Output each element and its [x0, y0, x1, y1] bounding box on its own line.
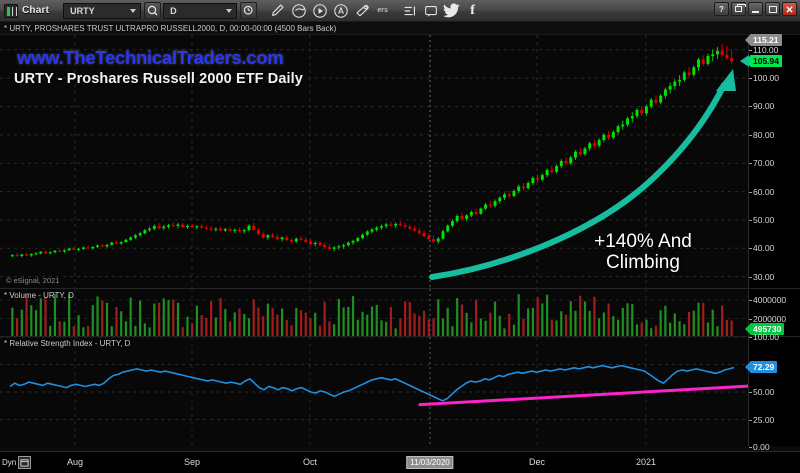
- rsi-plot-area[interactable]: * Relative Strength Index - URTY, D: [0, 337, 748, 446]
- pencil-icon[interactable]: [268, 2, 287, 20]
- growth-annotation-line1: +140% And: [594, 231, 692, 252]
- chart-app-icon: [4, 3, 18, 18]
- volume-y-tick: 2000000: [748, 313, 787, 324]
- volume-bars: [0, 289, 748, 336]
- minimize-button[interactable]: [748, 2, 763, 16]
- volume-last-badge: 495730: [745, 323, 785, 335]
- maximize-button[interactable]: [765, 2, 780, 16]
- rsi-y-tick: 25.00: [748, 414, 775, 425]
- price-candles: [0, 35, 748, 288]
- price-high-badge: 115.21: [745, 34, 782, 46]
- eraser-icon[interactable]: [352, 2, 371, 20]
- rsi-pane[interactable]: * Relative Strength Index - URTY, D 100.…: [0, 332, 800, 452]
- list-align-icon[interactable]: [400, 2, 419, 20]
- price-y-tick: 30.00: [748, 271, 775, 282]
- rsi-y-axis[interactable]: 100.00 50.00 25.00 0.00 72.29: [745, 332, 800, 452]
- dyn-label: Dyn: [2, 457, 17, 467]
- time-axis[interactable]: Dyn Aug Sep Oct Dec 2021 11/03/2020: [0, 451, 800, 473]
- badge-pointer: [745, 35, 750, 45]
- ers-text-icon[interactable]: ers: [377, 7, 388, 14]
- chevron-down-icon[interactable]: [226, 8, 233, 13]
- growth-annotation-line2: Climbing: [606, 252, 680, 274]
- price-y-tick: 40.00: [748, 243, 775, 254]
- main-toolbar: Chart URTY D ers: [0, 0, 800, 22]
- restore-button[interactable]: [731, 2, 746, 16]
- period-combo[interactable]: D: [163, 2, 238, 19]
- watermark-subtitle: URTY - Proshares Russell 2000 ETF Daily: [14, 71, 303, 87]
- symbol-value: URTY: [70, 5, 95, 16]
- chevron-down-icon[interactable]: [130, 8, 137, 13]
- period-search-button[interactable]: [240, 2, 258, 19]
- volume-y-tick: 4000000: [748, 295, 787, 306]
- copyright-notice: © eSignal, 2021: [6, 276, 60, 285]
- watermark-site: www.TheTechnicalTraders.com: [17, 47, 284, 68]
- growth-annotation: +140% And Climbing: [548, 231, 738, 274]
- volume-y-axis[interactable]: 4000000 2000000 495730: [745, 289, 800, 336]
- help-label: ?: [719, 4, 724, 14]
- period-value: D: [170, 5, 177, 16]
- price-y-axis[interactable]: 110.00 100.00 90.00 80.00 70.00 60.00 50.00 40.…: [740, 34, 800, 288]
- time-axis-highlight-badge: 11/03/2020: [406, 456, 454, 469]
- price-y-tick: 70.00: [748, 158, 775, 169]
- price-y-tick: 80.00: [748, 129, 775, 140]
- dyn-button[interactable]: Dyn: [2, 455, 32, 469]
- price-y-tick: 50.00: [748, 214, 775, 225]
- chart-subtitle-bar: * URTY, PROSHARES TRUST ULTRAPRO RUSSELL…: [0, 22, 800, 35]
- badge-pointer: [745, 362, 750, 373]
- calendar-icon[interactable]: [18, 455, 32, 469]
- time-axis-tick: Aug: [66, 457, 84, 467]
- twitter-icon[interactable]: [442, 2, 461, 20]
- close-button[interactable]: [782, 2, 797, 16]
- rsi-y-tick: 100.00: [749, 332, 779, 342]
- price-pane[interactable]: www.TheTechnicalTraders.com URTY - Prosh…: [0, 34, 800, 288]
- rsi-y-tick: 50.00: [748, 387, 775, 397]
- window-title: Chart: [22, 5, 50, 16]
- symbol-combo[interactable]: URTY: [63, 2, 142, 19]
- rsi-line: [0, 337, 748, 446]
- price-last-badge: 105.94: [745, 55, 782, 68]
- price-plot-area[interactable]: www.TheTechnicalTraders.com URTY - Prosh…: [0, 35, 748, 288]
- chart-subtitle: * URTY, PROSHARES TRUST ULTRAPRO RUSSELL…: [4, 23, 337, 33]
- symbol-search-button[interactable]: [144, 2, 162, 19]
- volume-pane-label: * Volume - URTY, D: [4, 291, 74, 300]
- time-axis-tick: Dec: [528, 457, 546, 467]
- volume-pane[interactable]: * Volume - URTY, D 4000000 2000000 495730: [0, 288, 800, 336]
- rsi-pane-label: * Relative Strength Index - URTY, D: [4, 339, 131, 348]
- undo-arrow-icon[interactable]: [289, 2, 308, 20]
- time-axis-tick: Sep: [183, 457, 201, 467]
- price-y-tick: 90.00: [748, 101, 775, 112]
- price-y-tick: 100.00: [749, 73, 779, 84]
- facebook-icon[interactable]: f: [470, 2, 475, 18]
- play-circle-icon[interactable]: [310, 2, 329, 20]
- time-axis-tick: Oct: [302, 457, 318, 467]
- badge-pointer: [745, 324, 750, 334]
- price-y-tick: 110.00: [748, 44, 779, 55]
- last-price-marker: [740, 55, 749, 68]
- help-button[interactable]: ?: [714, 2, 729, 16]
- window-controls: ?: [714, 2, 797, 16]
- comment-icon[interactable]: [421, 2, 440, 20]
- volume-plot-area[interactable]: * Volume - URTY, D: [0, 289, 748, 336]
- rsi-y-tick: 0.00: [749, 442, 770, 452]
- chart-panes: www.TheTechnicalTraders.com URTY - Prosh…: [0, 34, 800, 452]
- time-axis-tick: 2021: [635, 457, 657, 467]
- price-y-tick: 60.00: [748, 186, 775, 197]
- rsi-last-badge: 72.29: [745, 361, 778, 374]
- annotation-circle-icon[interactable]: [331, 2, 350, 20]
